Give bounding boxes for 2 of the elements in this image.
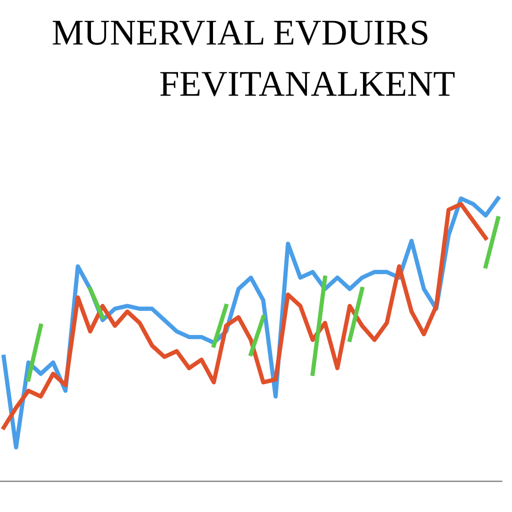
chart-subtitle: FEVITANALKENT	[160, 72, 455, 96]
chart-title: MUNERVIAL EVDUIRS	[52, 20, 428, 46]
